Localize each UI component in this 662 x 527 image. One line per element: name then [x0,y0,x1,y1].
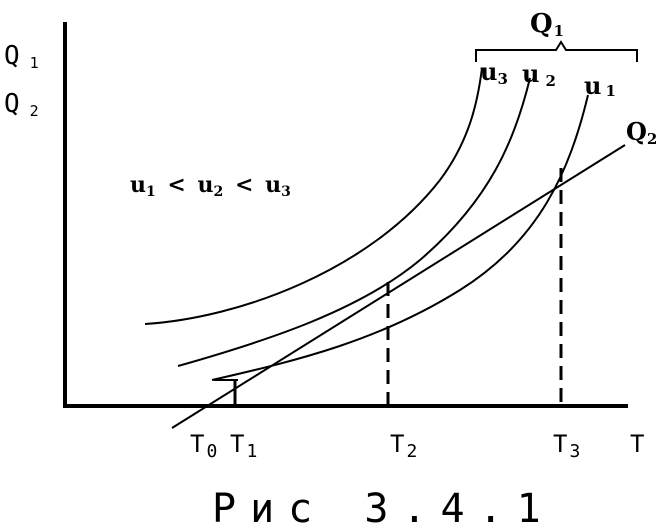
curve-u3 [144,67,483,325]
relation-text: u1 < u2 < u3 [130,172,291,202]
curve-u2 [177,77,531,367]
figure-caption: Рис 3.4.1 [212,486,555,527]
group-label-q1: Q1 [530,9,564,40]
curve-u1 [211,94,589,381]
line-q2 [171,144,626,429]
curve-label-u3: u3 [480,57,508,88]
brace-q1 [475,40,638,62]
line-label-q2: Q2 [626,117,657,148]
x-axis-label: T [630,430,644,458]
